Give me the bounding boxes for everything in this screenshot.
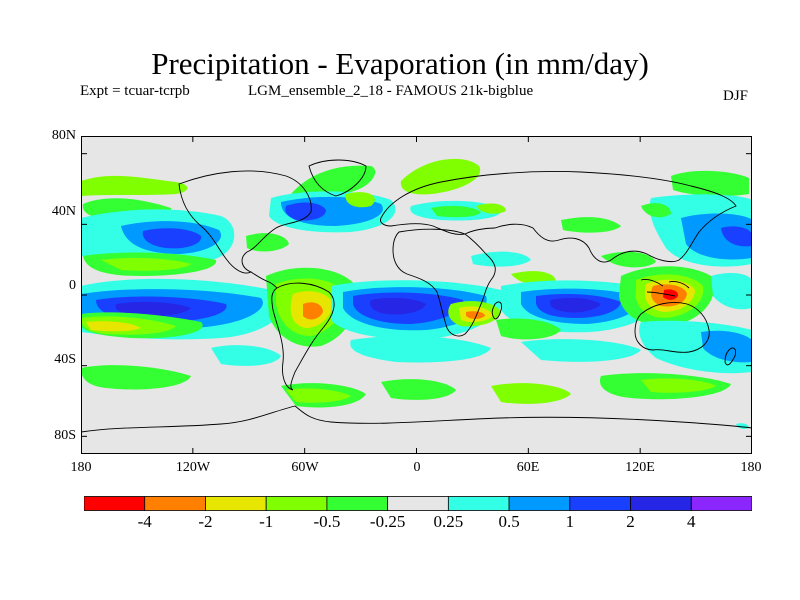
contour-region [701, 330, 752, 363]
coastline-australia [634, 302, 710, 353]
colorbar-box [84, 496, 146, 511]
contour-region [291, 165, 376, 198]
coastline-africa [392, 228, 496, 337]
map-panel [81, 136, 752, 454]
contour-region [345, 192, 375, 208]
contour-region [142, 228, 202, 249]
lat-label: 80N [51, 128, 76, 143]
lon-label: 180 [70, 460, 92, 475]
coastlines [81, 159, 752, 433]
coastline-antarctica [81, 405, 752, 433]
contour-region [381, 379, 456, 400]
contour-region [721, 226, 752, 247]
contour-region [663, 289, 679, 300]
colorbar-box [387, 496, 449, 511]
contour-region [286, 388, 351, 403]
contour-region [521, 339, 641, 362]
contour-region [81, 365, 191, 390]
lat-label: 40S [54, 352, 76, 367]
contour-region [641, 378, 716, 393]
contour-region [115, 301, 191, 317]
contour-region [476, 203, 506, 214]
contour-region [86, 321, 141, 332]
colorbar-box [326, 496, 389, 511]
contour-region [671, 170, 749, 197]
coastline-eurasia [380, 171, 737, 263]
coastline-new-zealand [724, 347, 736, 366]
coastline-indonesia [640, 279, 690, 297]
lon-label: 120W [175, 460, 211, 475]
colorbar-label: -2 [198, 512, 213, 531]
colorbar-label: 1 [565, 512, 575, 531]
contour-region [81, 175, 188, 196]
contour-region [431, 205, 481, 218]
contour-region [466, 311, 485, 319]
map-frame [81, 136, 752, 454]
lat-label: 80S [54, 428, 76, 443]
lon-label: 60W [291, 460, 319, 475]
contour-region [496, 318, 561, 340]
colorbar-label: -1 [259, 512, 274, 531]
contour-region [303, 302, 323, 320]
colorbar-label: -0.5 [313, 512, 341, 531]
colorbar-label: 4 [687, 512, 696, 531]
coastline-south-america [271, 282, 335, 391]
contour-region [400, 158, 481, 195]
ensemble-label: LGM_ensemble_2_18 - FAMOUS 21k-bigblue [248, 83, 534, 99]
contour-region [491, 383, 571, 404]
contour-region [350, 335, 491, 363]
lon-label: 60E [516, 460, 540, 475]
colorbar-box [447, 496, 510, 511]
coastline-central-america [250, 271, 278, 289]
colorbar-label: 0.5 [498, 512, 520, 531]
colorbar-label: 2 [626, 512, 635, 531]
colorbar-box [144, 496, 206, 511]
contour-fields [81, 158, 752, 429]
contour-region [711, 273, 752, 310]
contour-region [641, 203, 671, 218]
lon-label: 0 [413, 460, 421, 475]
lat-label: 40N [51, 204, 76, 219]
colorbar [84, 496, 752, 511]
contour-region [601, 251, 656, 268]
colorbar-label: -4 [137, 512, 152, 531]
coastline-greenland [308, 159, 367, 197]
contour-region [101, 257, 191, 271]
contour-region [681, 213, 752, 260]
contour-region [246, 233, 289, 252]
coastline-madagascar [491, 301, 502, 320]
colorbar-box [569, 496, 631, 511]
lat-label: 0 [69, 278, 76, 293]
colorbar-box [630, 496, 692, 511]
colorbar-box [265, 496, 328, 511]
contour-region [471, 251, 531, 267]
colorbar-label: -0.25 [369, 512, 406, 531]
map-title: Precipitation - Evaporation (in mm/day) [151, 46, 649, 81]
contour-region [561, 217, 621, 233]
contour-region [370, 297, 426, 315]
precip-evap-map [81, 136, 752, 454]
contour-region [285, 202, 326, 221]
coastline-north-america [178, 170, 312, 274]
experiment-label: Expt = tcuar-tcrpb [80, 83, 190, 99]
colorbar-box [508, 496, 571, 511]
lon-label: 120E [625, 460, 655, 475]
colorbar-label: 0.25 [433, 512, 464, 531]
contour-region [211, 345, 281, 366]
lon-label: 180 [740, 460, 762, 475]
colorbar-box [690, 496, 752, 511]
contour-region [550, 297, 601, 313]
season-label: DJF [723, 88, 749, 104]
colorbar-box [205, 496, 267, 511]
